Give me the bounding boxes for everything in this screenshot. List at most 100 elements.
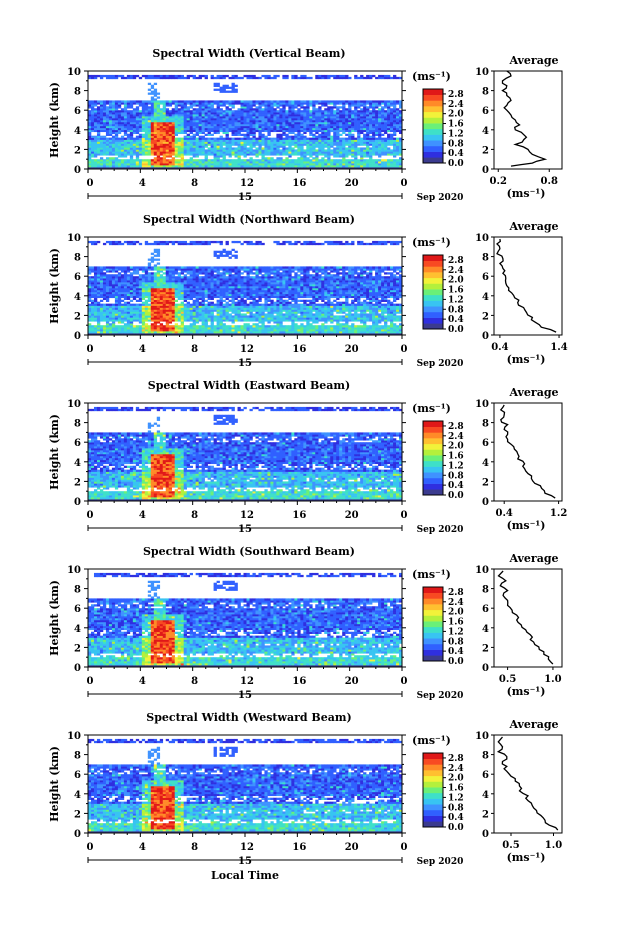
heatmap-cell [285,157,289,160]
heatmap-cell [123,268,128,271]
heatmap-cell [252,167,256,170]
heatmap-cell [336,125,340,129]
heatmap-cell [105,153,110,156]
heatmap-cell [117,289,122,293]
heatmap-cell [273,139,277,142]
heatmap-cell [96,323,101,326]
heatmap-cell [141,145,146,148]
heatmap-cell [183,287,187,291]
heatmap-cell [144,125,149,129]
heatmap-cell [228,112,232,115]
heatmap-cell [123,110,128,113]
heatmap-cell [189,131,193,135]
heatmap-cell [363,163,367,166]
heatmap-cell [279,139,283,142]
heatmap-cell [297,153,301,156]
heatmap-cell [324,153,328,156]
heatmap-cell [162,102,167,105]
heatmap-cell [360,118,364,121]
heatmap-cell [129,163,134,166]
heatmap-cell [384,125,388,129]
heatmap-cell [153,112,158,115]
heatmap-cell [138,333,143,336]
heatmap-cell [153,276,158,279]
heatmap-cell [165,280,170,283]
heatmap-cell [174,112,179,115]
heatmap-cell [288,147,292,150]
heatmap-cell [357,121,361,125]
heatmap-cell [282,108,286,111]
heatmap-cell [321,159,325,162]
heatmap-cell [186,329,190,332]
heatmap-cell [183,149,187,152]
heatmap-cell [90,127,95,131]
heatmap-cell [129,151,134,154]
heatmap-cell [192,301,196,304]
heatmap-cell [117,293,122,297]
heatmap-cell [88,319,92,322]
heatmap-cell [120,151,125,154]
heatmap-cell [297,133,301,136]
heatmap-cell [213,143,217,146]
heatmap-cell [102,74,107,78]
heatmap-cell [129,272,134,275]
heatmap-cell [126,276,131,279]
heatmap-cell [198,333,202,336]
heatmap-cell [120,287,125,291]
heatmap-cell [165,325,170,328]
heatmap-cell [171,325,176,328]
heatmap-cell [88,329,92,332]
heatmap-cell [387,118,391,121]
heatmap-cell [159,309,164,312]
heatmap-cell [186,303,190,306]
heatmap-cell [141,309,146,312]
heatmap-cell [291,143,295,146]
heatmap-cell [234,121,238,125]
heatmap-cell [306,165,310,168]
heatmap-cell [153,94,158,97]
heatmap-cell [150,252,155,255]
heatmap-cell [120,268,125,271]
heatmap-cell [135,143,140,146]
heatmap-cell [108,315,113,318]
heatmap-cell [219,110,223,113]
heatmap-cell [162,112,167,115]
heatmap-cell [198,108,202,111]
heatmap-cell [384,141,388,144]
heatmap-cell [165,163,170,166]
heatmap-cell [144,163,149,166]
heatmap-cell [88,147,92,150]
heatmap-cell [168,112,173,115]
heatmap-cell [135,327,140,330]
heatmap-cell [129,333,134,336]
heatmap-cell [330,139,334,142]
heatmap-cell [261,151,265,154]
heatmap-cell [165,102,170,105]
heatmap-cell [198,116,202,119]
heatmap-cell [387,74,391,78]
heatmap-cell [120,270,125,273]
heatmap-cell [132,297,137,301]
heatmap-cell [141,333,146,336]
heatmap-cell [219,163,223,166]
heatmap-cell [177,309,181,312]
heatmap-cell [339,149,343,152]
heatmap-cell [105,137,110,140]
colorbar-tick-label: 2.0 [448,110,464,120]
heatmap-cell [114,133,119,136]
heatmap-cell [102,121,107,125]
heatmap-cell [309,149,313,152]
heatmap-cell [387,143,391,146]
heatmap-cell [114,161,119,164]
heatmap-cell [135,303,140,306]
heatmap-cell [96,319,101,322]
heatmap-cell [96,293,101,297]
heatmap-cell [219,120,223,123]
heatmap-cell [285,153,289,156]
heatmap-cell [138,165,143,168]
heatmap-cell [96,278,101,281]
heatmap-cell [108,153,113,156]
heatmap-cell [117,131,122,135]
heatmap-cell [249,131,253,135]
heatmap-cell [183,102,187,105]
